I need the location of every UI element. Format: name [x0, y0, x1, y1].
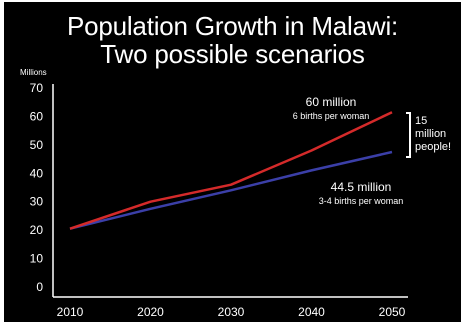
chart-title: Population Growth in Malawi: Two possibl… — [4, 12, 461, 68]
y-tick-label: 20 — [30, 223, 44, 237]
low-scenario-desc: 3-4 births per woman — [319, 196, 404, 206]
y-tick-label: 70 — [30, 81, 44, 95]
x-tick-labels: 2010 2020 2030 2040 2050 — [57, 305, 406, 319]
series-line-low — [69, 150, 393, 230]
y-tick-label: 40 — [30, 166, 44, 180]
x-tick-label: 2020 — [137, 305, 164, 319]
chart-frame: Population Growth in Malawi: Two possibl… — [4, 2, 461, 322]
y-tick-label: 60 — [30, 109, 44, 123]
high-scenario-desc: 6 births per woman — [293, 111, 370, 121]
y-tick-labels: 0 10 20 30 40 50 60 70 — [30, 81, 44, 294]
x-tick-label: 2040 — [298, 305, 325, 319]
y-tick-label: 10 — [30, 252, 44, 266]
x-tick-label: 2030 — [218, 305, 245, 319]
low-scenario-value: 44.5 million — [331, 180, 392, 194]
gap-label-line1: 15 — [415, 115, 427, 127]
y-tick-label: 30 — [30, 195, 44, 209]
axes — [52, 84, 408, 298]
chart-title-line1: Population Growth in Malawi: — [66, 11, 399, 41]
gap-label-line3: people! — [415, 141, 451, 153]
high-scenario-value: 60 million — [306, 95, 357, 109]
gap-bracket — [406, 112, 411, 158]
x-tick-label: 2050 — [379, 305, 406, 319]
gap-label-line2: million — [415, 128, 446, 140]
y-tick-label: 0 — [36, 280, 43, 294]
y-axis-label: Millions — [20, 68, 47, 77]
y-tick-label: 50 — [30, 138, 44, 152]
chart-title-line2: Two possible scenarios — [100, 39, 365, 69]
x-tick-label: 2010 — [57, 305, 84, 319]
series-lines — [69, 111, 393, 230]
series-line-high — [69, 111, 393, 230]
